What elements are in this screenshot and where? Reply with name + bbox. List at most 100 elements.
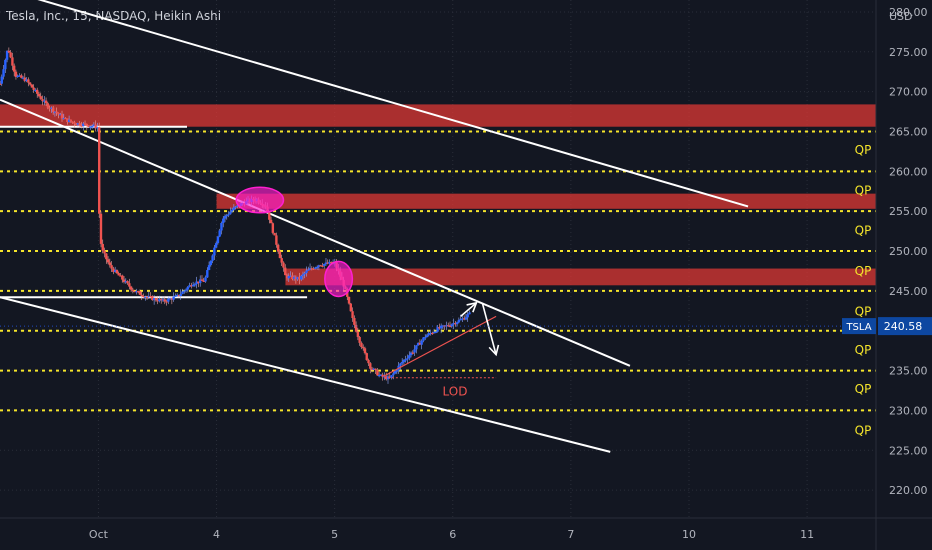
candle-body: [34, 89, 37, 92]
candle-body: [351, 311, 354, 318]
price-value: 240.58: [884, 320, 923, 333]
candle-body: [377, 375, 381, 377]
candle-body: [278, 251, 282, 259]
candle-body: [438, 327, 441, 329]
candle-body: [367, 359, 370, 364]
candle-body: [284, 267, 287, 276]
candle-body: [464, 317, 468, 320]
candle-body: [66, 118, 69, 123]
candle-body: [379, 374, 383, 376]
candle-body: [179, 294, 182, 296]
highlight-ellipse: [235, 186, 285, 214]
candle-body: [167, 298, 170, 302]
candle-body: [328, 261, 331, 264]
candle-body: [204, 277, 207, 282]
candle-body: [211, 255, 214, 261]
candle-body: [115, 269, 119, 274]
candle-body: [409, 352, 413, 356]
candle-body: [370, 368, 374, 370]
candle-body: [28, 82, 32, 85]
candle-body: [399, 363, 402, 366]
candle-body: [117, 273, 120, 276]
trendline: [37, 0, 749, 208]
y-tick-label: 280.00: [889, 6, 928, 19]
candle-body: [32, 87, 35, 90]
candle-body: [50, 107, 53, 109]
candle-body: [174, 295, 177, 297]
candle-body: [424, 337, 427, 339]
horizontal-levels: QP QP QP QP QP QP QP QP: [0, 130, 876, 437]
x-tick-label: 6: [449, 528, 456, 541]
candle-body: [85, 123, 89, 126]
chart-title: Tesla, Inc., 15, NASDAQ, Heikin Ashi: [6, 9, 222, 23]
candle-body: [236, 205, 239, 207]
candle-body: [303, 273, 306, 275]
candle-body: [96, 127, 99, 129]
candle-body: [468, 312, 471, 315]
candle-body: [388, 376, 391, 378]
candle-body: [103, 250, 106, 254]
candle-body: [269, 219, 273, 224]
candle-body: [202, 280, 205, 282]
x-tick-label: 7: [567, 528, 574, 541]
candle-body: [92, 124, 96, 127]
level-label: QP: [855, 382, 872, 396]
candle-body: [191, 284, 195, 287]
candle-body: [307, 269, 310, 271]
symbol-label: TSLA: [845, 322, 871, 333]
candle-body: [392, 373, 395, 376]
level-label: QP: [855, 223, 872, 237]
candle-body: [268, 212, 271, 220]
candle-body: [131, 289, 135, 291]
candle-body: [43, 100, 46, 102]
candle-body: [181, 291, 184, 295]
candle-body: [408, 355, 411, 359]
candle-body: [142, 296, 145, 298]
candle-body: [76, 123, 80, 125]
candle-body: [2, 69, 5, 77]
candle-body: [12, 65, 16, 72]
candle-body: [402, 359, 406, 362]
candle-body: [60, 114, 64, 119]
level-label: QP: [855, 264, 872, 278]
candle-body: [431, 332, 434, 335]
candle-body: [82, 123, 85, 127]
level-label: QP: [855, 343, 872, 357]
candle-body: [183, 290, 186, 292]
candle-body: [390, 375, 393, 378]
level-label: QP: [855, 423, 872, 437]
trendline: [0, 98, 631, 367]
candle-body: [291, 275, 294, 280]
candle-body: [404, 359, 407, 361]
candle-body: [305, 270, 308, 274]
candle-body: [128, 283, 131, 287]
candle-body: [163, 299, 166, 302]
candle-body: [441, 325, 445, 327]
candle-body: [122, 279, 126, 282]
candle-body: [301, 274, 305, 276]
candle-body: [432, 331, 436, 334]
candle-body: [319, 265, 322, 267]
candle-body: [229, 211, 232, 215]
candle-body: [165, 301, 168, 303]
candle-body: [466, 314, 469, 318]
candle-body: [73, 122, 76, 124]
candle-body: [27, 79, 30, 83]
zone-rect: [285, 268, 876, 286]
candle-body: [315, 266, 319, 269]
candle-body: [172, 296, 175, 300]
red-trendline: [383, 315, 497, 377]
candle-body: [190, 285, 193, 287]
time-axis[interactable]: Oct 4 5 6 7 10 11: [0, 517, 932, 541]
y-tick-label: 265.00: [889, 125, 928, 138]
highlight-ellipse: [324, 260, 354, 298]
candle-body: [193, 284, 197, 286]
price-axis-bg: [876, 0, 932, 550]
candle-body: [37, 93, 41, 97]
candle-body: [161, 299, 165, 301]
candle-body: [356, 331, 360, 337]
candle-body: [285, 275, 289, 279]
candle-body: [218, 230, 221, 237]
